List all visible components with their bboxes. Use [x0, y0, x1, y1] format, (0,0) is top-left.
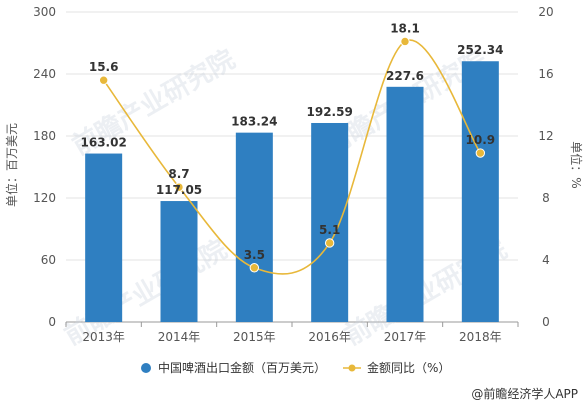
line-point: [98, 75, 109, 85]
line-point: [249, 263, 260, 273]
bar-value-label: 227.6: [386, 69, 424, 83]
y-tick-label-left: 240: [33, 67, 56, 81]
x-tick-label: 2014年: [158, 330, 201, 344]
y-tick-label-right: 12: [538, 129, 553, 143]
bar-value-label: 252.34: [457, 43, 503, 57]
bar-value-label: 117.05: [156, 183, 202, 197]
x-tick-label: 2018年: [459, 330, 502, 344]
x-tick-label: 2017年: [384, 330, 427, 344]
line-point: [400, 36, 410, 47]
y-tick-label-left: 0: [48, 315, 56, 329]
line-value-label: 18.1: [390, 21, 420, 35]
line-value-label: 8.7: [168, 167, 189, 181]
y-tick-label-right: 0: [542, 315, 550, 329]
y-tick-label-right: 4: [542, 253, 550, 267]
line-value-label: 3.5: [244, 248, 265, 262]
line-value-label: 5.1: [319, 223, 340, 237]
legend-bar-marker: [141, 363, 151, 373]
bar: [85, 153, 123, 322]
y-tick-label-left: 120: [33, 191, 56, 205]
y-tick-label-left: 180: [33, 129, 56, 143]
x-tick-label: 2016年: [308, 330, 351, 344]
footer-source: @前瞻经济学人APP: [471, 386, 578, 401]
bar-value-label: 192.59: [307, 105, 353, 119]
line-value-label: 10.9: [466, 133, 496, 147]
legend-line-dot: [348, 364, 356, 372]
line-series: [98, 36, 486, 275]
line-point: [475, 148, 486, 158]
y-tick-label-left: 300: [33, 5, 56, 19]
bar: [235, 132, 273, 322]
bar: [311, 122, 349, 323]
bar-value-label: 183.24: [231, 115, 277, 129]
y-tick-label-right: 8: [542, 191, 550, 205]
legend-line-label: 金额同比（%）: [367, 360, 450, 375]
bar-series: [85, 61, 499, 323]
line-point: [174, 182, 184, 192]
line-path: [103, 39, 481, 275]
legend-bar-label: 中国啤酒出口金额（百万美元）: [158, 360, 326, 375]
bar-value-label: 163.02: [81, 136, 127, 150]
line-value-label: 15.6: [89, 60, 119, 74]
axes: 0 60 120 180 240 300 0 4 8 12 16 20 2013年 2014年 2015年 2…: [33, 5, 554, 344]
y-axis-title-right: 单位：%: [569, 141, 584, 188]
bar: [461, 61, 499, 323]
y-tick-label-right: 16: [538, 67, 553, 81]
y-tick-label-right: 20: [538, 5, 553, 19]
data-labels: 163.02 117.05 183.24 192.59 227.6 252.34 15.6 8…: [81, 21, 504, 261]
bar: [386, 86, 424, 323]
x-tick-label: 2013年: [82, 330, 125, 344]
x-tick-label: 2015年: [233, 330, 276, 344]
y-tick-label-left: 60: [41, 253, 56, 267]
bar: [160, 201, 198, 322]
y-axis-title-left: 单位：百万美元: [4, 123, 19, 207]
legend: 中国啤酒出口金额（百万美元） 金额同比（%）: [141, 360, 450, 375]
line-point: [324, 238, 335, 248]
